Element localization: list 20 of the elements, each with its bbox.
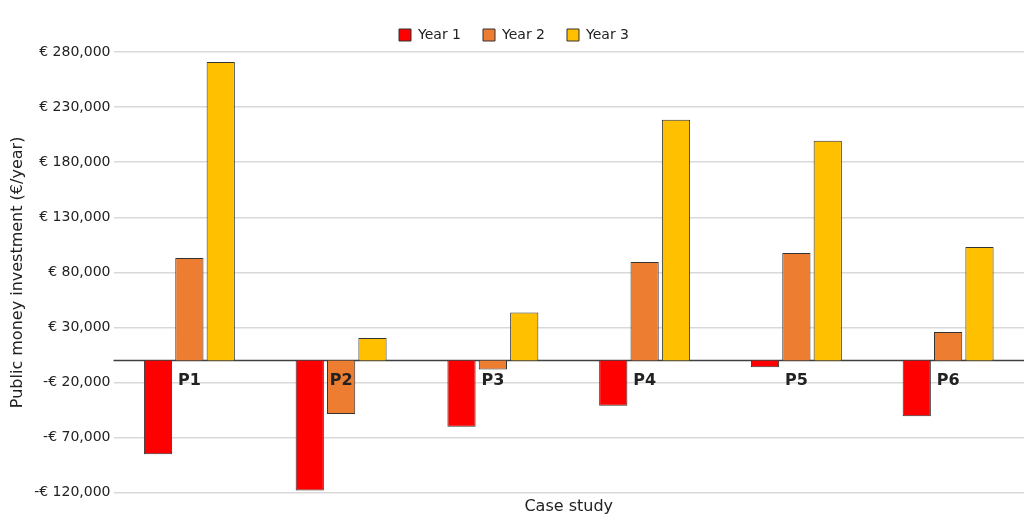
y-axis-title: Public money investment (€/year) (6, 136, 26, 409)
x-tick-label: P1 (177, 369, 201, 389)
x-tick-label: P4 (633, 369, 657, 389)
y-tick-label: € 180,000 (39, 152, 111, 169)
legend-label: Year 2 (501, 25, 545, 42)
x-tick-label: P6 (936, 369, 960, 389)
legend-label: Year 3 (585, 25, 629, 42)
y-tick-label: € 30,000 (48, 318, 111, 335)
y-tick-label: -€ 120,000 (34, 483, 111, 500)
x-tick-label: P5 (784, 369, 808, 389)
y-tick-label: -€ 70,000 (43, 428, 111, 445)
y-tick-label: € 230,000 (39, 97, 111, 114)
x-tick-label: P3 (481, 369, 505, 389)
legend-label: Year 1 (417, 25, 461, 42)
x-axis-title: Case study (524, 495, 614, 515)
y-tick-label: € 130,000 (39, 207, 111, 224)
x-tick-label: P2 (329, 369, 353, 389)
y-tick-label: € 80,000 (48, 263, 111, 280)
y-tick-label: -€ 20,000 (43, 373, 111, 390)
y-tick-label: € 280,000 (39, 42, 111, 59)
